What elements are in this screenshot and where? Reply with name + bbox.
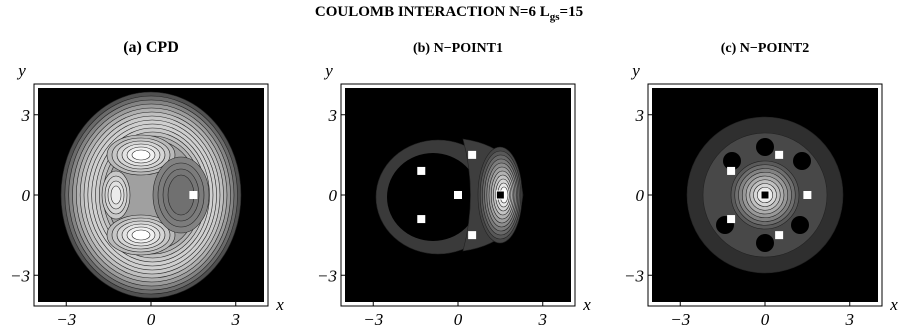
y-axis-label: y bbox=[630, 61, 640, 80]
x-tick-label: 0 bbox=[147, 310, 156, 329]
y-tick-label: 0 bbox=[329, 186, 338, 205]
x-tick-label: −3 bbox=[363, 310, 383, 329]
point-marker bbox=[417, 215, 426, 224]
point-marker bbox=[495, 190, 505, 200]
chart-panel-2: (b) N−POINT1 −3 0 3 3 0 −3 x y bbox=[317, 41, 591, 329]
x-tick-label: 3 bbox=[538, 310, 548, 329]
point-marker bbox=[468, 231, 477, 240]
contour-hole bbox=[756, 138, 774, 156]
point-marker bbox=[775, 150, 784, 159]
x-tick-label: 3 bbox=[231, 310, 241, 329]
point-marker bbox=[803, 191, 812, 199]
contour-hole bbox=[723, 152, 741, 170]
density-contours bbox=[60, 91, 242, 299]
y-tick-label: −3 bbox=[624, 266, 644, 285]
point-marker bbox=[189, 191, 198, 199]
contour-peak bbox=[131, 229, 151, 241]
y-tick-label: 0 bbox=[22, 186, 31, 205]
x-tick-label: 0 bbox=[761, 310, 770, 329]
figure-title-subscript: gs bbox=[549, 11, 560, 23]
contour-hole bbox=[793, 152, 811, 170]
point-marker bbox=[775, 231, 784, 240]
y-tick-label: 3 bbox=[635, 106, 645, 125]
y-tick-label: 3 bbox=[328, 106, 338, 125]
x-tick-label: −3 bbox=[56, 310, 76, 329]
figure-title-suffix: =15 bbox=[559, 4, 584, 20]
point-marker bbox=[417, 166, 426, 175]
contour-hole bbox=[387, 153, 479, 241]
y-tick-label: −3 bbox=[317, 266, 337, 285]
chart-title: (b) N−POINT1 bbox=[413, 41, 503, 56]
chart-panel-3: (c) N−POINT2 −3 0 3 3 0 −3 x y bbox=[624, 41, 898, 329]
contour-peak bbox=[131, 149, 151, 161]
y-axis-label: y bbox=[16, 61, 26, 80]
contour-peak bbox=[110, 185, 122, 205]
y-tick-label: 0 bbox=[636, 186, 645, 205]
y-tick-label: −3 bbox=[10, 266, 30, 285]
point-marker bbox=[468, 150, 477, 159]
chart-panel-1: (a) CPD −3 0 3 3 0 −3 x y bbox=[10, 39, 284, 329]
x-tick-label: 0 bbox=[454, 310, 463, 329]
chart-title: (a) CPD bbox=[123, 39, 179, 56]
figure-title-prefix: COULOMB INTERACTION N=6 L bbox=[314, 4, 550, 20]
point-marker bbox=[454, 191, 462, 199]
chart-title: (c) N−POINT2 bbox=[721, 41, 809, 56]
x-axis-label: x bbox=[889, 295, 898, 314]
point-marker bbox=[760, 190, 770, 200]
point-marker bbox=[727, 166, 736, 175]
x-tick-label: −3 bbox=[670, 310, 690, 329]
contour-hole bbox=[791, 216, 809, 234]
point-marker bbox=[727, 215, 736, 224]
x-axis-label: x bbox=[582, 295, 591, 314]
x-axis-label: x bbox=[275, 295, 284, 314]
y-tick-label: 3 bbox=[21, 106, 31, 125]
y-axis-label: y bbox=[323, 61, 333, 80]
x-tick-label: 3 bbox=[845, 310, 855, 329]
contour-hole bbox=[756, 234, 774, 252]
figure-title: COULOMB INTERACTION N=6 Lgs=15 bbox=[0, 4, 898, 23]
